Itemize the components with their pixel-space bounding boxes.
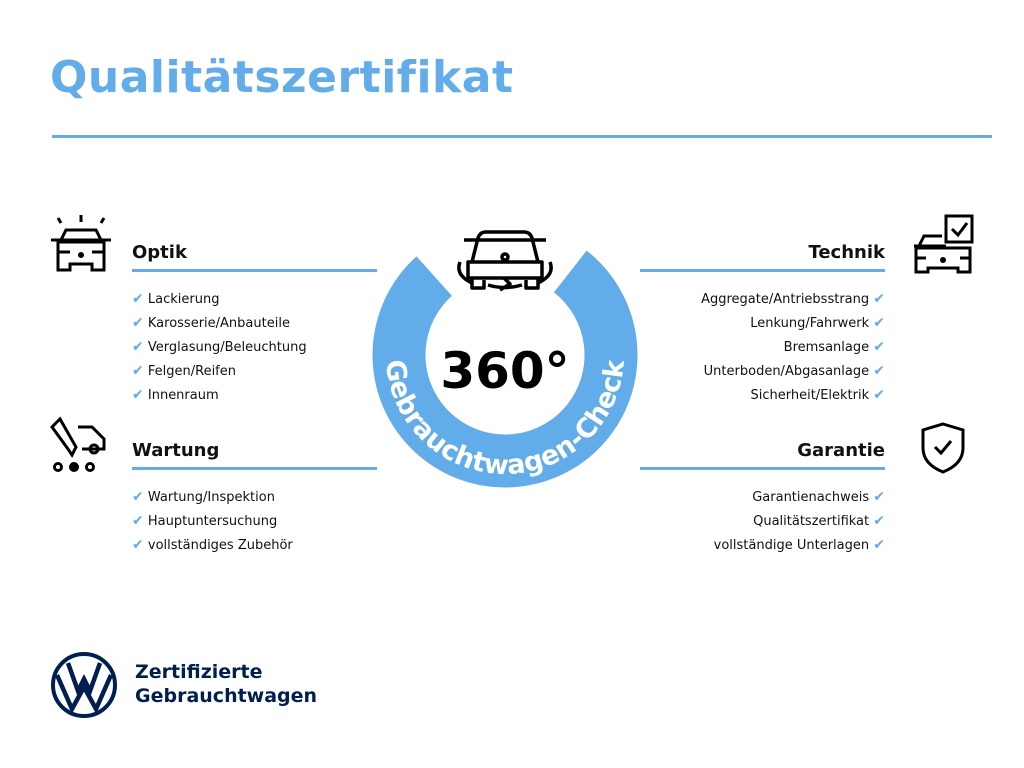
check-icon: ✔ [873, 291, 885, 307]
checklist-label: Hauptuntersuchung [147, 514, 278, 529]
checklist-label: Unterboden/Abgasanlage [703, 364, 870, 379]
check-icon: ✔ [132, 339, 144, 355]
checklist-item: ✔ Karosserie/Anbauteile [132, 311, 377, 335]
checklist-label: Innenraum [147, 388, 219, 403]
checklist-label: Lenkung/Fahrwerk [750, 316, 870, 331]
checklist-label: vollständige Unterlagen [713, 538, 870, 553]
checklist-label: Bremsanlage [783, 340, 870, 355]
checklist-item: ✔ Innenraum [132, 383, 377, 407]
check-icon: ✔ [132, 363, 144, 379]
checklist-item: ✔ Verglasung/Beleuchtung [132, 335, 377, 359]
checklist-item: Bremsanlage ✔ [640, 335, 885, 359]
checklist-label: Karosserie/Anbauteile [147, 316, 290, 331]
checklist-label: Sicherheit/Elektrik [750, 388, 870, 403]
check-icon: ✔ [873, 387, 885, 403]
checklist-item: Sicherheit/Elektrik ✔ [640, 383, 886, 407]
check-icon: ✔ [132, 291, 144, 307]
check-icon: ✔ [132, 315, 144, 331]
checklist-item: ✔ vollständiges Zubehör [132, 533, 377, 557]
checklist-label: Felgen/Reifen [147, 364, 236, 379]
checklist-item: Qualitätszertifikat ✔ [640, 509, 885, 533]
rotating-car-icon [457, 230, 553, 292]
checklist-item: vollständige Unterlagen ✔ [640, 533, 885, 557]
brand-name: Zertifizierte Gebrauchtwagen [135, 660, 317, 708]
check-icon: ✔ [132, 537, 144, 553]
checklist-item: Unterboden/Abgasanlage ✔ [640, 359, 885, 383]
checklist-label: Wartung/Inspektion [147, 490, 275, 505]
checklist-label: Lackierung [147, 292, 220, 307]
checklist-item: ✔ Hauptuntersuchung [132, 509, 377, 533]
check-icon: ✔ [873, 537, 885, 553]
check-icon: ✔ [873, 315, 885, 331]
section-garantie: Garantie Garantienachweis ✔ Qualitätszert… [640, 440, 885, 557]
checklist-label: vollständiges Zubehör [147, 538, 293, 553]
checklist-label: Aggregate/Antriebsstrang [701, 292, 870, 307]
checklist-item: ✔ Wartung/Inspektion [132, 485, 377, 509]
page-title: Qualitätszertifikat [50, 52, 514, 103]
car-checkbox-icon [914, 214, 974, 274]
360-check-graphic: Gebrauchtwagen-Check 360° [372, 222, 638, 488]
maintenance-icon [50, 416, 106, 472]
360-label: 360° [440, 342, 569, 400]
check-icon: ✔ [132, 387, 144, 403]
check-icon: ✔ [132, 489, 144, 505]
title-divider [52, 135, 992, 138]
brand-line-2: Gebrauchtwagen [135, 685, 318, 707]
checklist-item: ✔ Lackierung [132, 287, 377, 311]
check-icon: ✔ [873, 339, 885, 355]
section-wartung: Wartung ✔ Wartung/Inspektion ✔ Hauptunter… [132, 440, 377, 557]
checklist-label: Garantienachweis [752, 490, 870, 505]
vw-logo [51, 652, 117, 718]
section-technik: Technik Aggregate/Antriebsstrang ✔ Lenkun… [640, 242, 885, 407]
checklist-label: Qualitätszertifikat [753, 514, 870, 529]
car-paint-icon [51, 215, 111, 272]
ring [372, 222, 638, 488]
section-title: Wartung [132, 440, 377, 470]
check-icon: ✔ [873, 513, 885, 529]
checklist-item: Garantienachweis ✔ [640, 485, 885, 509]
check-icon: ✔ [132, 513, 144, 529]
check-icon: ✔ [873, 363, 885, 379]
checklist-item: Aggregate/Antriebsstrang ✔ [640, 287, 885, 311]
checklist-item: Lenkung/Fahrwerk ✔ [640, 311, 885, 335]
checklist-item: ✔ Felgen/Reifen [132, 359, 377, 383]
section-title: Garantie [640, 440, 885, 470]
section-title: Technik [640, 242, 885, 272]
section-optik: Optik ✔ Lackierung ✔ Karosserie/Anbauteil… [132, 242, 377, 407]
section-title: Optik [132, 242, 377, 272]
shield-check-icon [921, 422, 965, 474]
check-icon: ✔ [873, 489, 885, 505]
checklist-label: Verglasung/Beleuchtung [147, 340, 307, 355]
brand-line-1: Zertifizierte [135, 661, 263, 683]
